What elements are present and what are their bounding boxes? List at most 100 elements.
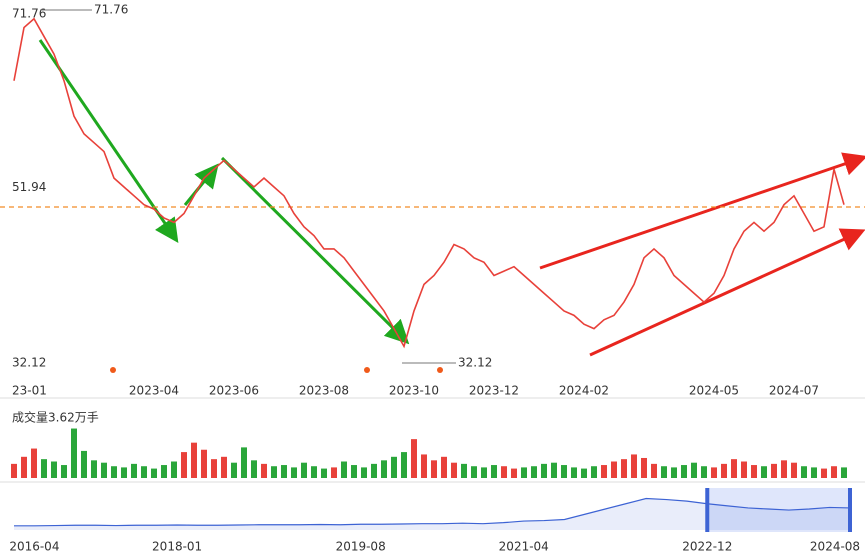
event-dot: [437, 367, 443, 373]
x-tick-label: 2023-10: [389, 384, 439, 398]
volume-bar: [161, 465, 167, 478]
volume-bar: [531, 466, 537, 478]
volume-bar: [261, 463, 267, 478]
volume-bar: [721, 463, 727, 478]
volume-bar: [371, 463, 377, 478]
volume-bar: [651, 463, 657, 478]
volume-label: 成交量3.62万手: [12, 410, 99, 425]
volume-bar: [271, 466, 277, 478]
volume-bar: [361, 467, 367, 478]
volume-bar: [491, 465, 497, 478]
volume-bar: [351, 465, 357, 478]
volume-bar: [421, 454, 427, 478]
volume-bar: [771, 463, 777, 478]
volume-bar: [801, 466, 807, 478]
volume-bar: [341, 461, 347, 478]
price-line: [13, 17, 845, 349]
event-dot: [364, 367, 370, 373]
volume-bar: [281, 465, 287, 478]
navigator-label: 2021-04: [499, 540, 549, 554]
x-tick-label: 2023-06: [209, 384, 259, 398]
volume-bar: [131, 463, 137, 478]
volume-bar: [201, 449, 207, 478]
volume-bar: [621, 459, 627, 478]
volume-bar: [501, 466, 507, 478]
volume-bar: [671, 467, 677, 478]
volume-bar: [61, 465, 67, 478]
volume-bar: [291, 467, 297, 478]
volume-bar: [211, 459, 217, 478]
volume-bar: [11, 463, 17, 478]
volume-bar: [581, 468, 587, 478]
volume-bar: [461, 463, 467, 478]
volume-bar: [551, 462, 557, 478]
volume-bar: [141, 466, 147, 478]
volume-bar: [601, 465, 607, 478]
volume-bar: [481, 467, 487, 478]
navigator-handle: [848, 488, 852, 532]
volume-bar: [221, 456, 227, 478]
volume-bar: [311, 466, 317, 478]
x-tick-label: 2023-08: [299, 384, 349, 398]
volume-bar: [191, 442, 197, 478]
volume-bar: [251, 460, 257, 478]
x-tick-label: 23-01: [12, 384, 47, 398]
navigator-label: 2019-08: [336, 540, 386, 554]
navigator-label: 2016-04: [9, 540, 59, 554]
y-tick-label: 32.12: [12, 356, 46, 370]
volume-bar: [591, 466, 597, 478]
volume-bar: [541, 463, 547, 478]
volume-bar: [41, 459, 47, 478]
x-tick-label: 2024-07: [769, 384, 819, 398]
x-tick-label: 2024-02: [559, 384, 609, 398]
volume-bar: [511, 468, 517, 478]
trend-arrows: [38, 39, 865, 357]
volume-bar: [401, 452, 407, 478]
volume-bar: [301, 462, 307, 478]
volume-bar: [711, 467, 717, 478]
volume-bar: [731, 459, 737, 478]
volume-bar: [331, 467, 337, 478]
volume-bar: [691, 462, 697, 478]
x-tick-label: 2024-05: [689, 384, 739, 398]
volume-bar: [751, 465, 757, 478]
navigator-line: [14, 497, 851, 527]
volume-bar: [431, 460, 437, 478]
x-tick-label: 2023-04: [129, 384, 179, 398]
volume-bar: [781, 460, 787, 478]
x-tick-label: 2023-12: [469, 384, 519, 398]
y-tick-label: 71.76: [12, 7, 46, 21]
volume-bar: [831, 466, 837, 478]
navigator-label: 2022-12: [682, 540, 732, 554]
high-marker: 71.76: [94, 3, 128, 17]
volume-bar: [181, 452, 187, 478]
volume-bar: [631, 454, 637, 478]
volume-bar: [441, 456, 447, 478]
volume-bar: [841, 467, 847, 478]
volume-bar: [791, 462, 797, 478]
volume-bar: [561, 465, 567, 478]
low-marker: 32.12: [458, 356, 492, 370]
volume-bar: [241, 447, 247, 478]
volume-bar: [761, 466, 767, 478]
event-dot: [110, 367, 116, 373]
navigator-label: 2018-01: [152, 540, 202, 554]
volume-bar: [521, 467, 527, 478]
volume-bar: [321, 468, 327, 478]
volume-bar: [111, 466, 117, 478]
volume-bar: [231, 462, 237, 478]
volume-bar: [681, 465, 687, 478]
volume-bar: [101, 462, 107, 478]
navigator-label: 2024-08: [810, 540, 860, 554]
volume-bar: [471, 466, 477, 478]
volume-bar: [71, 428, 77, 478]
volume-bar: [741, 461, 747, 478]
volume-bar: [571, 467, 577, 478]
volume-bar: [81, 450, 87, 478]
volume-bar: [451, 462, 457, 478]
navigator-handle: [705, 488, 710, 532]
volume-bar: [151, 468, 157, 478]
volume-bar: [21, 456, 27, 478]
volume-bar: [811, 467, 817, 478]
volume-bar: [391, 456, 397, 478]
